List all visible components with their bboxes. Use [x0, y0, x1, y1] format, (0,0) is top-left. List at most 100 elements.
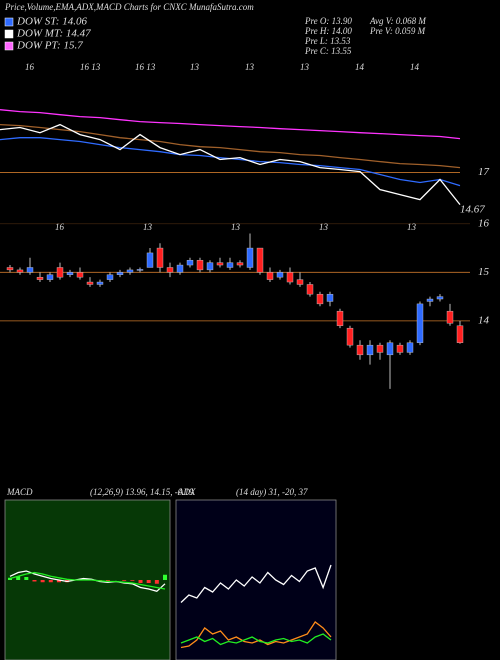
candle-body — [86, 281, 94, 285]
legend-swatch — [4, 17, 14, 27]
panel-label: ADX — [177, 487, 196, 497]
stat: Pre H: 14.00 — [304, 26, 352, 36]
stat: Pre V: 0.059 M — [369, 26, 426, 36]
stat: Pre L: 13.53 — [304, 36, 351, 46]
series-line — [9, 570, 166, 593]
candle-body — [256, 247, 264, 273]
histogram-bar — [130, 580, 135, 581]
y-tick-label: 14 — [478, 314, 490, 326]
legend-label: DOW PT: 15.7 — [16, 40, 83, 52]
legend-label: DOW MT: 14.47 — [16, 28, 91, 40]
histogram-bar — [146, 580, 151, 583]
histogram-bar — [138, 580, 143, 583]
candle-body — [66, 272, 74, 275]
candle-body — [206, 262, 214, 271]
histogram-bar — [163, 574, 167, 580]
date-label: 13 — [407, 222, 417, 232]
date-label: 16 — [25, 62, 35, 72]
date-label: 14 — [410, 62, 420, 72]
y-tick-label: 15 — [478, 266, 490, 278]
candle-body — [176, 264, 184, 273]
histogram-bar — [32, 580, 37, 582]
candle-body — [346, 327, 354, 346]
candle-body — [326, 293, 334, 302]
candle-body — [56, 267, 64, 278]
candle-body — [126, 269, 134, 273]
date-label: 16 13 — [80, 62, 101, 72]
candle-body — [456, 325, 464, 343]
candle-body — [316, 293, 324, 305]
legend-swatch — [4, 29, 14, 39]
candle-body — [396, 344, 404, 353]
candle-body — [436, 296, 444, 300]
y-tick-label: 17 — [478, 166, 490, 178]
candle-body — [146, 252, 154, 268]
title: Price,Volume,EMA,ADX,MACD Charts for CNX… — [4, 2, 254, 12]
candle-body — [306, 284, 314, 295]
candle-body — [26, 267, 34, 273]
series-line — [0, 123, 461, 169]
candle-body — [426, 298, 434, 302]
candle-body — [286, 272, 294, 283]
candle-body — [376, 344, 384, 353]
legend-label: DOW ST: 14.06 — [16, 16, 87, 28]
candle-body — [136, 269, 144, 271]
y-tick-label: 16 — [478, 217, 490, 229]
candle-body — [156, 247, 164, 268]
series-line — [180, 564, 332, 603]
date-label: 13 — [319, 222, 329, 232]
date-label: 13 — [190, 62, 200, 72]
candle-body — [296, 279, 304, 285]
candle-body — [106, 274, 114, 280]
legend-swatch — [4, 41, 14, 51]
candle-body — [246, 247, 254, 268]
candle-body — [336, 310, 344, 326]
panel-params: (14 day) 31, -20, 37 — [236, 487, 308, 497]
stat: Avg V: 0.068 M — [369, 16, 426, 26]
series-line — [0, 137, 461, 187]
date-label: 13 — [245, 62, 255, 72]
candle-body — [46, 274, 54, 280]
histogram-bar — [16, 576, 21, 580]
candle-body — [446, 310, 454, 324]
series-line — [0, 109, 461, 140]
series-line — [0, 123, 461, 206]
candle-body — [186, 259, 194, 266]
histogram-bar — [24, 577, 29, 580]
stat: Pre C: 13.55 — [304, 46, 352, 56]
histogram-bar — [81, 578, 86, 580]
series-line — [180, 633, 332, 646]
candle-body — [356, 344, 364, 356]
candle-body — [6, 267, 14, 271]
date-label: 16 — [55, 222, 65, 232]
date-label: 14 — [355, 62, 365, 72]
histogram-bar — [56, 580, 61, 583]
histogram-bar — [122, 580, 127, 581]
candle-body — [16, 269, 24, 273]
candle-body — [406, 342, 414, 353]
series-line — [180, 621, 332, 649]
candle-body — [416, 303, 424, 343]
candle-body — [116, 272, 124, 275]
candle-body — [96, 281, 104, 285]
candle-body — [76, 272, 84, 278]
panel-params: (12,26,9) 13.96, 14.15, -0.19 — [90, 487, 194, 497]
histogram-bar — [105, 580, 110, 581]
candle-body — [216, 262, 224, 266]
candle-body — [226, 262, 234, 268]
histogram-bar — [48, 580, 53, 583]
stat: Pre O: 13.90 — [304, 16, 352, 26]
candle-body — [236, 262, 244, 266]
date-label: 13 — [143, 222, 153, 232]
y-tick-label: 14.67 — [460, 204, 485, 216]
date-label: 16 13 — [135, 62, 156, 72]
series-line — [9, 571, 166, 590]
candle-body — [166, 267, 174, 273]
date-label: 13 — [300, 62, 310, 72]
candle-body — [366, 344, 374, 356]
date-label: 13 — [231, 222, 241, 232]
candle-body — [266, 272, 274, 280]
histogram-bar — [40, 580, 45, 583]
histogram-bar — [154, 580, 159, 584]
